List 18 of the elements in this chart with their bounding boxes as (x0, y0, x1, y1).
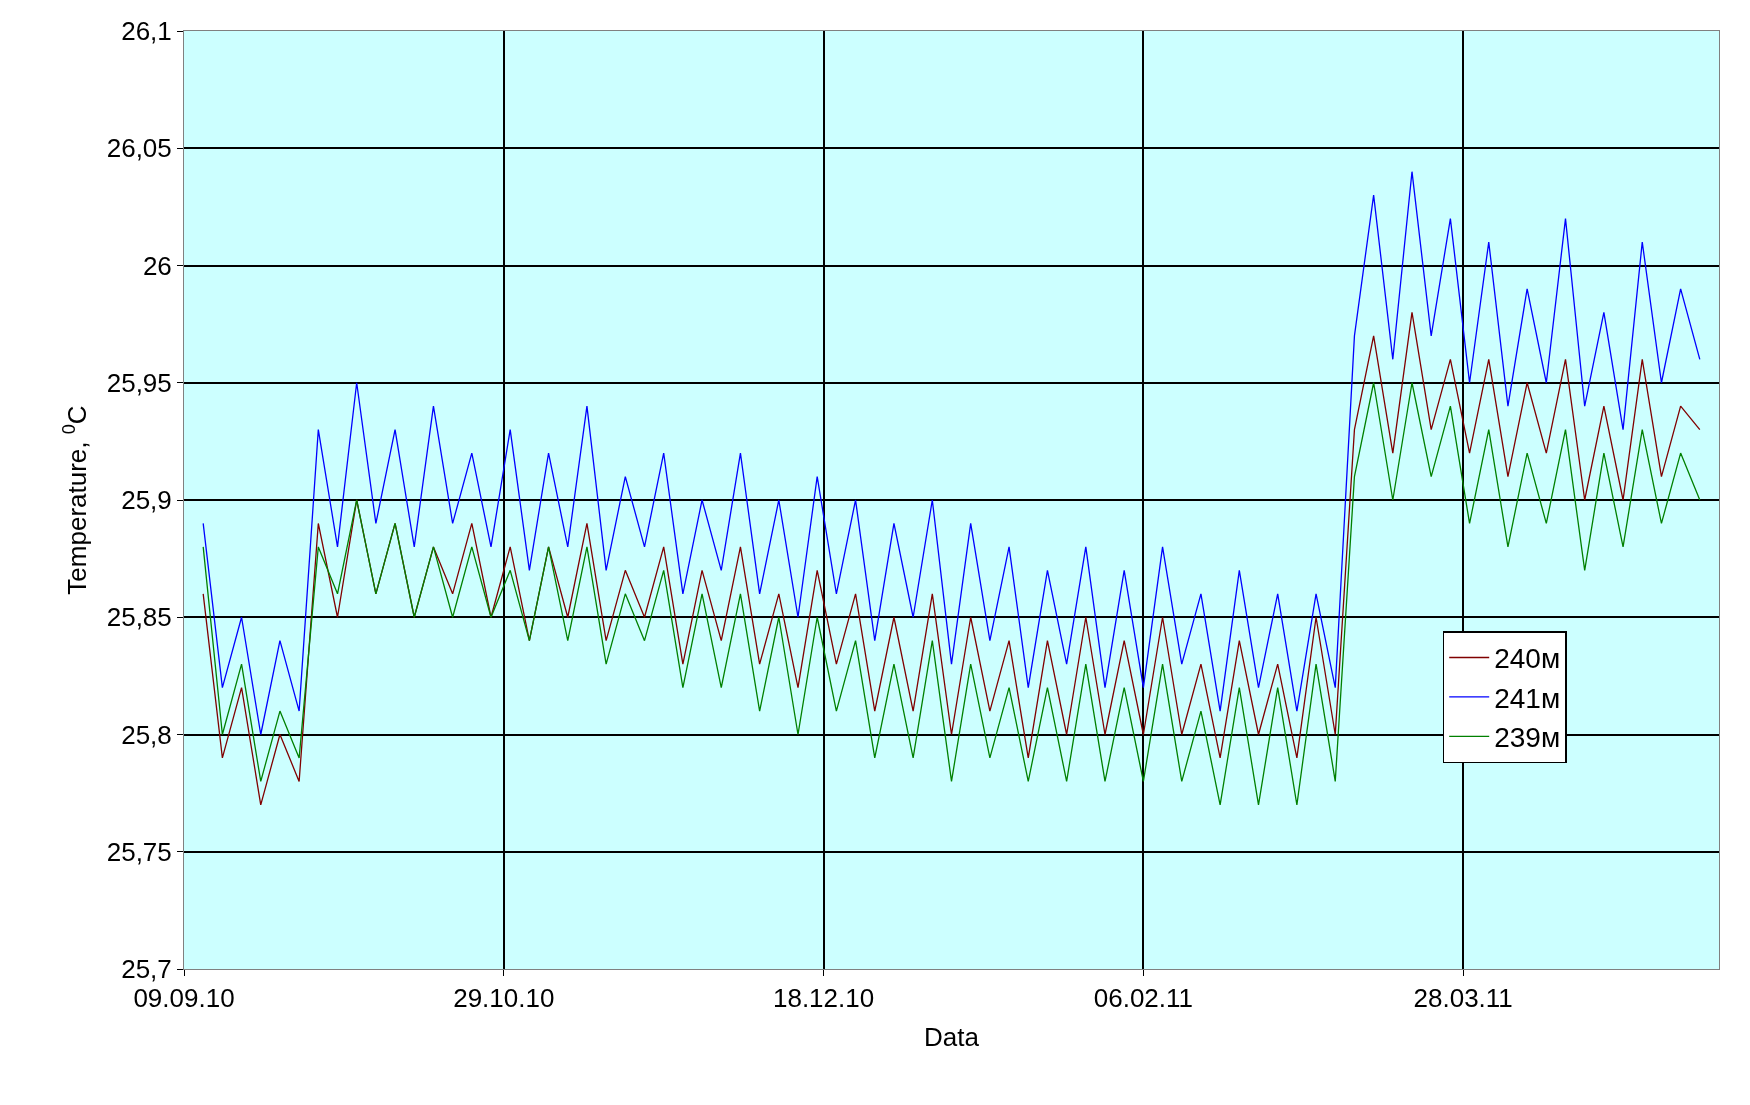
y-tick-label: 25,9 (121, 485, 172, 516)
x-tick-label: 28.03.11 (1413, 983, 1513, 1014)
legend-label: 241м (1494, 682, 1561, 714)
y-tick-label: 25,75 (106, 836, 172, 867)
y-tick-label: 26,1 (121, 16, 172, 47)
y-tick-label: 25,8 (121, 719, 172, 750)
x-tick-label: 29.10.10 (453, 983, 555, 1014)
y-tick-label: 26 (142, 250, 172, 281)
x-tick-label: 09.09.10 (133, 983, 235, 1014)
y-tick-label: 25,95 (106, 367, 172, 398)
legend-label: 240м (1494, 643, 1561, 675)
legend-label: 239м (1494, 722, 1561, 754)
y-tick-label: 25,85 (106, 602, 172, 633)
y-tick-label: 26,05 (106, 133, 172, 164)
x-tick-label: 18.12.10 (772, 983, 875, 1014)
x-axis-title: Data (924, 1021, 980, 1052)
x-tick-label: 06.02.11 (1093, 983, 1194, 1014)
y-tick-label: 25,7 (121, 954, 172, 985)
